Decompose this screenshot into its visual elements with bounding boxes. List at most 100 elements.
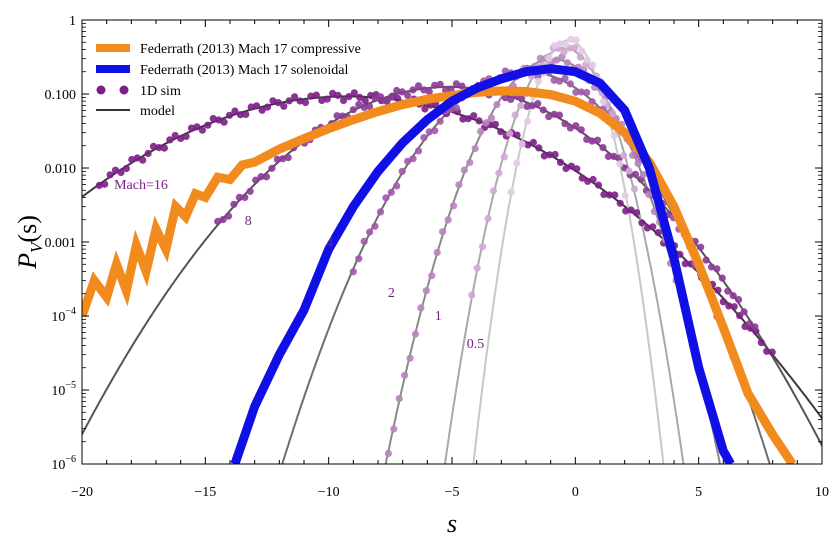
sim-dot [455, 181, 463, 189]
sim-dot [395, 395, 403, 403]
sim-dot [414, 82, 423, 90]
sim-dot [600, 190, 608, 199]
sim-dot [625, 167, 633, 175]
sim-dot [507, 95, 515, 103]
sim-dot [106, 171, 114, 179]
sim-dot [204, 121, 212, 129]
sim-dot [101, 180, 109, 188]
sim-dot [551, 42, 559, 50]
sim-dot [460, 166, 468, 174]
sim-dot [555, 77, 564, 85]
sim-dot [224, 212, 233, 220]
y-axis-title-sub: V [27, 240, 46, 253]
x-tick-label: 5 [695, 485, 702, 500]
sim-dot [252, 176, 260, 184]
sim-dot [518, 95, 526, 103]
sim-dot [409, 86, 417, 94]
sim-dot [284, 154, 292, 162]
sim-dot [555, 111, 564, 119]
sim-dot [111, 166, 120, 174]
sim-dot [576, 53, 584, 61]
sim-dot [182, 132, 190, 140]
sim-dot [583, 135, 591, 143]
sim-dot [768, 348, 776, 356]
sim-dot [280, 102, 288, 110]
sim-dot [355, 255, 363, 263]
sim-dot [632, 209, 641, 217]
sim-dot [676, 250, 684, 258]
sim-dot [572, 36, 580, 44]
sim-dot [622, 207, 630, 215]
sim-dot [594, 181, 603, 189]
sim-dot [339, 96, 348, 105]
sim-dot [382, 97, 390, 105]
sim-dot [262, 173, 271, 181]
sim-dot [387, 93, 395, 101]
sim-dot [511, 111, 519, 119]
sim-dot [155, 144, 163, 152]
mach-label: Mach=16 [114, 178, 168, 193]
sim-dot [577, 88, 585, 96]
sim-dot [556, 40, 564, 48]
sim-dot [387, 188, 395, 196]
sim-dot [433, 248, 441, 256]
sim-dot [436, 117, 444, 125]
sim-dot [133, 154, 141, 162]
sim-dot [639, 171, 648, 179]
sim-dot [193, 123, 201, 131]
sim-dot [571, 44, 579, 52]
sim-dot [404, 157, 412, 165]
sim-dot [345, 93, 353, 101]
sim-dot [718, 274, 726, 282]
sim-dot [401, 371, 409, 379]
sim-dot [751, 323, 759, 331]
sim-dot [361, 97, 369, 105]
sim-dot [539, 106, 547, 114]
sim-dot [560, 48, 568, 56]
sim-dot [534, 100, 542, 108]
sim-dot [393, 86, 401, 95]
sim-dot [459, 115, 467, 123]
sim-dot [253, 102, 261, 110]
sim-dot [468, 291, 476, 299]
sim-dot [714, 286, 722, 294]
sim-dot [745, 320, 754, 328]
sim-dot [160, 144, 168, 152]
sim-dot [497, 128, 505, 136]
sim-dot [411, 330, 420, 338]
y-axis-title: PV(s) [13, 215, 46, 270]
sim-dot [589, 61, 597, 69]
sim-dot [567, 162, 576, 170]
sim-dot [638, 219, 646, 227]
sim-dot [681, 260, 689, 268]
sim-dot [545, 113, 553, 121]
sim-dot [338, 112, 347, 120]
sim-dot [528, 102, 537, 110]
sim-dot [572, 122, 580, 130]
sim-dot [487, 114, 496, 122]
sim-dot [398, 167, 406, 175]
sim-dot [730, 303, 738, 311]
legend-label-compressive: Federrath (2013) Mach 17 compressive [140, 42, 361, 57]
sim-dot [616, 160, 624, 168]
sim-dot [220, 118, 228, 126]
sim-dot [285, 97, 293, 105]
sim-dot [729, 292, 737, 300]
sim-dot [242, 110, 250, 118]
sim-dot [713, 265, 721, 273]
sim-dot [482, 119, 490, 127]
sim-dot [473, 264, 481, 272]
sim-dot [421, 105, 429, 113]
legend-label-1d-sim: 1D sim [140, 84, 181, 99]
sim-dot [702, 256, 710, 264]
sim-dot [645, 190, 653, 199]
sim-dot [629, 151, 637, 159]
sim-dot [610, 152, 618, 160]
sim-dot [360, 103, 368, 111]
y-tick-label: 0.001 [45, 236, 77, 251]
sim-dot [428, 272, 436, 280]
sim-dot [394, 94, 402, 102]
y-axis-title-main: P [13, 253, 42, 270]
sim-dot [599, 98, 608, 106]
sim-dot [452, 104, 460, 112]
